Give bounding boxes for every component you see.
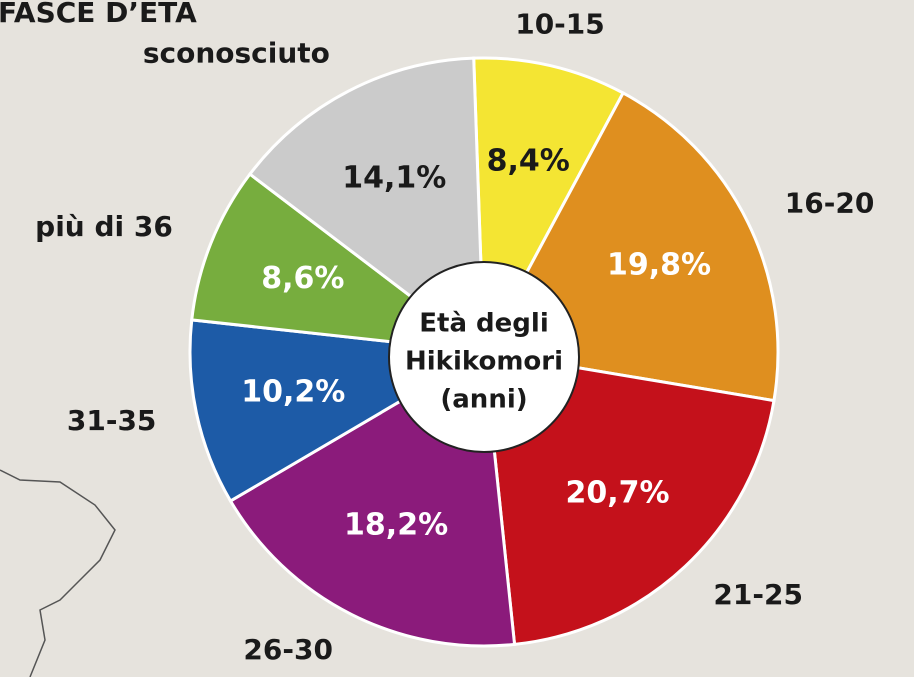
category-label: 21-25: [713, 578, 803, 611]
center-label: (anni): [440, 385, 527, 415]
chart-title: FASCE D’ETÀ: [0, 0, 197, 29]
category-label: 10-15: [515, 8, 605, 41]
category-label: 26-30: [243, 633, 333, 666]
slice: [482, 350, 776, 647]
value-label: 14,1%: [342, 160, 446, 195]
value-label: 20,7%: [566, 476, 670, 511]
value-label: 19,8%: [607, 248, 711, 283]
value-label: 10,2%: [241, 374, 345, 409]
center-label: Hikikomori: [405, 347, 563, 377]
value-label: 8,6%: [261, 261, 344, 296]
slice: [247, 56, 486, 356]
map-outline: [0, 469, 116, 677]
center-circle: [388, 261, 580, 453]
value-label: 8,4%: [487, 144, 570, 179]
category-label: sconosciuto: [143, 37, 330, 70]
center-label: Età degli: [419, 309, 548, 339]
category-label: più di 36: [35, 210, 173, 243]
value-label: 18,2%: [344, 508, 448, 543]
category-label: 31-35: [67, 404, 157, 437]
category-label: 16-20: [785, 186, 875, 219]
